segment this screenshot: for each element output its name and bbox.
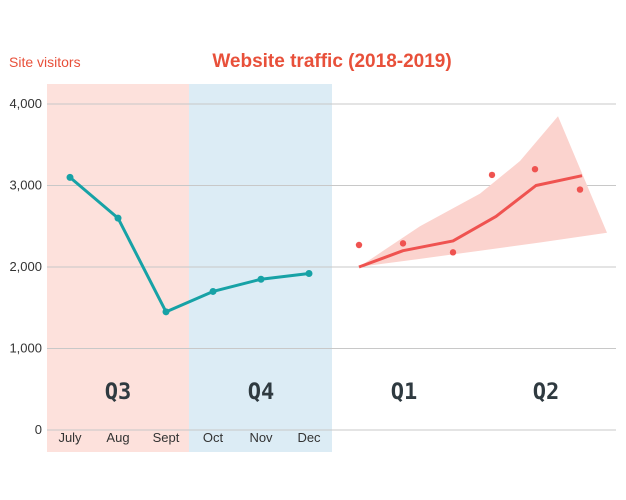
x-tick-label: Oct [203, 430, 224, 445]
y-axis-label: Site visitors [9, 54, 81, 70]
quarter-label: Q3 [105, 380, 132, 405]
quarter-labels: Q3 Q4 Q1 Q2 [105, 380, 560, 405]
forecast-points [355, 166, 584, 256]
x-tick-label: Dec [297, 430, 321, 445]
quarter-label: Q2 [533, 380, 560, 405]
actual-point [66, 173, 74, 181]
forecast-point [399, 240, 407, 247]
y-tick-label: 4,000 [9, 96, 42, 111]
y-tick-labels: 0 1,000 2,000 3,000 4,000 [9, 96, 42, 437]
quarter-label: Q1 [391, 380, 418, 405]
y-tick-label: 0 [35, 422, 42, 437]
actual-point [209, 287, 217, 295]
forecast-trend-line [358, 174, 583, 269]
forecast-confidence-band [359, 116, 607, 267]
actual-point [257, 275, 265, 283]
actual-traffic-line [69, 176, 310, 314]
forecast-point [488, 171, 496, 179]
actual-points [66, 173, 313, 316]
x-tick-label: Nov [249, 430, 273, 445]
y-tick-label: 2,000 [9, 259, 42, 274]
actual-point [114, 214, 122, 222]
actual-point [162, 308, 170, 316]
x-tick-label: Aug [106, 430, 129, 445]
quarter-label: Q4 [248, 380, 275, 405]
y-tick-label: 3,000 [9, 178, 42, 193]
q3-background [47, 84, 189, 452]
forecast-point [449, 249, 457, 256]
chart-title: Website traffic (2018-2019) [212, 51, 451, 72]
x-tick-label: Sept [153, 430, 180, 445]
x-tick-label: July [58, 430, 82, 445]
forecast-point [355, 241, 363, 249]
x-tick-labels: July Aug Sept Oct Nov Dec [58, 430, 321, 445]
q4-background [189, 84, 332, 452]
actual-point [305, 270, 313, 278]
forecast-point [531, 166, 539, 173]
forecast-point [576, 186, 584, 193]
y-tick-label: 1,000 [9, 341, 42, 356]
